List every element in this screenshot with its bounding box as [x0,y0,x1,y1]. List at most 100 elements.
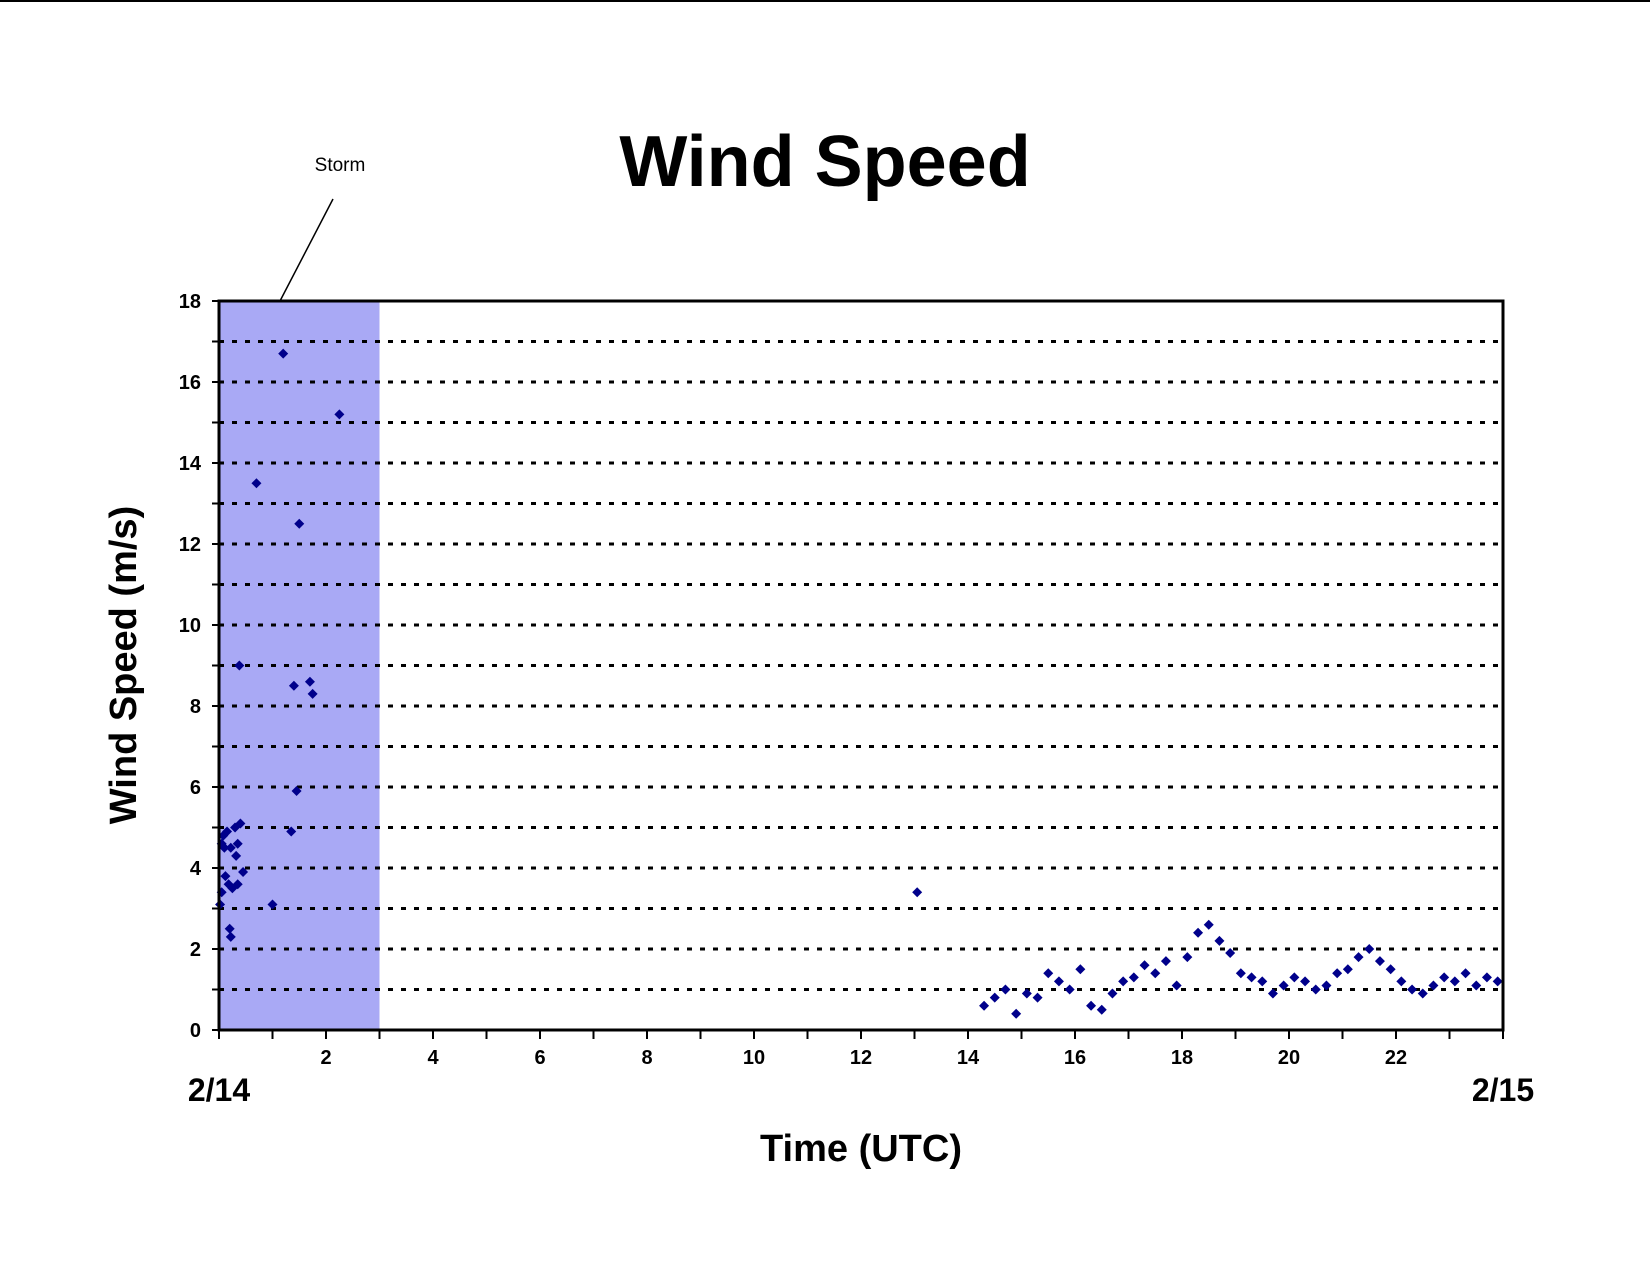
data-point [1428,980,1439,991]
data-point [1267,988,1278,999]
data-point [1407,984,1418,995]
data-point [1471,980,1482,991]
data-point [1021,988,1032,999]
y-tick-label: 16 [179,372,201,394]
data-point [1064,984,1075,995]
data-point [1481,972,1492,983]
data-point [235,818,246,829]
data-point [1075,964,1086,975]
x-tick-label: 4 [427,1047,439,1069]
storm-annotation-label: Storm [315,155,366,176]
data-point [1257,976,1268,987]
y-tick-label: 8 [190,696,201,718]
data-point [1289,972,1300,983]
x-tick-label: 22 [1385,1047,1407,1069]
data-point [222,826,233,837]
data-point [224,923,235,934]
y-tick-label: 6 [190,777,201,799]
data-point [1364,944,1375,954]
data-point [1332,968,1343,979]
storm-annotation-leader-line [279,198,334,302]
data-point [1235,968,1246,979]
data-point [1203,919,1214,930]
x-tick-label: 6 [534,1047,545,1069]
data-point [1374,956,1385,967]
data-point [1043,968,1054,979]
x-tick-label: 18 [1171,1047,1193,1069]
data-point [1353,952,1364,963]
data-point [1342,964,1353,975]
data-point [1460,968,1471,979]
data-point [1171,980,1182,991]
data-point [1086,1000,1097,1011]
end-date-label: 2/15 [1472,1072,1534,1108]
data-point [278,348,289,359]
data-point [1278,980,1289,991]
data-point [288,680,299,691]
data-point [979,1000,990,1011]
x-tick-label: 10 [743,1047,765,1069]
data-point [1246,972,1257,983]
data-point [1096,1004,1107,1015]
data-point [220,871,231,882]
data-point [989,992,1000,1003]
y-axis-title: Wind Speed (m/s) [103,506,145,824]
y-tick-label: 4 [190,858,202,880]
y-tick-label: 14 [179,453,202,475]
data-point [1193,927,1204,938]
data-point [1128,972,1139,983]
data-point [912,887,923,898]
data-point [1385,964,1396,975]
data-point [1053,976,1064,987]
data-point [1439,972,1450,983]
data-point [1396,976,1407,987]
x-tick-label: 16 [1064,1047,1086,1069]
data-point [1139,960,1150,971]
x-tick-label: 14 [957,1047,980,1069]
data-point [1032,992,1043,1003]
y-tick-label: 18 [179,291,201,313]
start-date-label: 2/14 [188,1072,250,1108]
plot-area [215,299,1505,1032]
gridlines [219,340,1503,991]
data-point [1182,952,1193,963]
x-tick-label: 8 [641,1047,652,1069]
data-point [225,842,236,853]
data-point [1011,1008,1022,1019]
plot-background [219,301,1503,1030]
data-point [1118,976,1129,987]
x-tick-label: 2 [320,1047,331,1069]
data-point [251,478,262,489]
y-axis-ticks: 0 2 4 6 8 10 12 14 16 18 [179,291,219,1042]
data-point [1107,988,1118,999]
data-point [1214,935,1225,946]
chart-title: Wind Speed [619,122,1030,202]
data-point [1321,980,1332,991]
data-point [1000,984,1011,995]
data-point [1449,976,1460,987]
y-tick-label: 2 [190,939,201,961]
data-point [225,931,236,942]
data-point [294,518,305,529]
data-point [1492,976,1503,987]
data-point [307,688,318,699]
data-point [1417,988,1428,999]
data-point [1225,948,1236,959]
data-point [334,409,345,420]
y-tick-label: 12 [179,534,201,556]
data-point [291,786,302,797]
data-point [304,676,315,687]
y-tick-label: 0 [190,1020,201,1042]
data-point [267,899,278,910]
data-point [219,842,230,853]
y-tick-label: 10 [179,615,201,637]
data-point [1160,956,1171,967]
data-point [232,879,243,890]
x-tick-label: 20 [1278,1047,1300,1069]
data-point [1300,976,1311,987]
data-point [234,660,245,671]
data-point [231,850,242,861]
x-axis-title: Time (UTC) [760,1128,962,1170]
data-point [1150,968,1161,979]
